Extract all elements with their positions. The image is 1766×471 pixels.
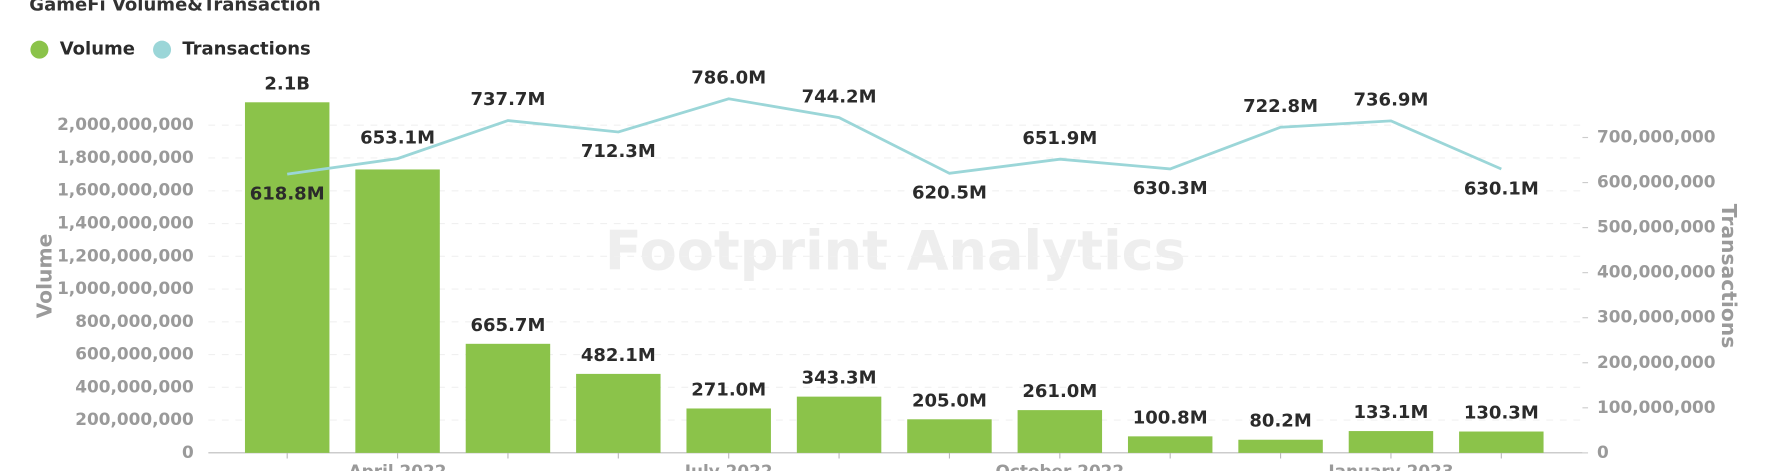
bar-value-label: 130.3M bbox=[1464, 403, 1539, 424]
bar-value-label: 343.3M bbox=[802, 368, 877, 389]
bar bbox=[1238, 439, 1323, 453]
bar bbox=[686, 408, 771, 453]
bar-value-label: 133.1M bbox=[1353, 402, 1428, 423]
x-tick-label: July 2022 bbox=[684, 461, 773, 471]
x-tick-label: April 2022 bbox=[349, 461, 447, 471]
y-tick-label: 1,200,000,000 bbox=[57, 245, 194, 265]
line-value-label: 630.3M bbox=[1133, 178, 1208, 199]
bar-value-label: 665.7M bbox=[470, 315, 545, 336]
line-value-label: 618.8M bbox=[250, 183, 325, 204]
bar-value-label: 271.0M bbox=[691, 379, 766, 400]
legend-marker bbox=[153, 40, 172, 59]
y-tick-label: 400,000,000 bbox=[75, 376, 194, 396]
y-tick-label: 800,000,000 bbox=[75, 311, 194, 331]
x-tick-label: October 2022 bbox=[995, 461, 1124, 471]
bar bbox=[1127, 436, 1213, 453]
bar-value-label: 80.2M bbox=[1249, 411, 1311, 432]
bar bbox=[576, 373, 661, 453]
line-value-label: 722.8M bbox=[1243, 96, 1318, 117]
y-tick-label: 600,000,000 bbox=[75, 344, 194, 364]
y2-tick-label: 300,000,000 bbox=[1597, 307, 1715, 327]
line-value-label: 630.1M bbox=[1464, 178, 1539, 199]
y-tick-label: 1,600,000,000 bbox=[57, 180, 194, 200]
y2-tick-label: 500,000,000 bbox=[1597, 217, 1715, 237]
line bbox=[287, 97, 1502, 176]
y-tick-label: 1,000,000,000 bbox=[57, 278, 194, 298]
y-tick-label: 1,400,000,000 bbox=[57, 213, 194, 233]
watermark: Footprint Analytics bbox=[605, 219, 1186, 282]
y-axis-title: Volume bbox=[33, 234, 57, 319]
bar-value-label: 261.0M bbox=[1022, 381, 1097, 402]
y2-axis-title: Transactions bbox=[1717, 204, 1741, 348]
legend-marker bbox=[30, 40, 49, 59]
legend-label: Transactions bbox=[182, 39, 310, 60]
bar bbox=[355, 169, 440, 453]
bar bbox=[796, 396, 882, 453]
bar bbox=[1348, 431, 1434, 453]
bar-value-label: 482.1M bbox=[581, 345, 656, 366]
y2-tick-label: 400,000,000 bbox=[1597, 262, 1715, 282]
bar-value-label: 100.8M bbox=[1133, 407, 1208, 428]
line-value-label: 651.9M bbox=[1022, 128, 1097, 149]
line-value-label: 653.1M bbox=[360, 127, 435, 148]
y2-tick-label: 0 bbox=[1597, 442, 1609, 462]
line-value-label: 786.0M bbox=[691, 67, 766, 88]
line-value-label: 744.2M bbox=[802, 86, 877, 107]
bar bbox=[1459, 431, 1544, 453]
bar-value-label: 2.1B bbox=[264, 73, 310, 94]
line-value-label: 712.3M bbox=[581, 141, 656, 162]
y-tick-label: 0 bbox=[182, 442, 194, 462]
y2-tick-label: 200,000,000 bbox=[1597, 352, 1715, 372]
chart-title: GameFi Volume&Transaction bbox=[29, 0, 320, 16]
y-tick-label: 1,800,000,000 bbox=[57, 147, 194, 167]
line-value-label: 737.7M bbox=[470, 89, 545, 110]
y2-tick-label: 600,000,000 bbox=[1597, 172, 1715, 192]
bar bbox=[244, 102, 330, 453]
bar bbox=[465, 343, 551, 453]
bar bbox=[907, 419, 992, 453]
x-tick-label: January 2023 bbox=[1327, 461, 1453, 471]
line-value-label: 620.5M bbox=[912, 183, 987, 204]
bar bbox=[1017, 410, 1103, 453]
legend-label: Volume bbox=[60, 39, 135, 60]
y-tick-label: 2,000,000,000 bbox=[57, 114, 194, 134]
bar-value-label: 205.0M bbox=[912, 390, 987, 411]
y-tick-label: 200,000,000 bbox=[75, 409, 194, 429]
line-value-label: 736.9M bbox=[1353, 90, 1428, 111]
y2-tick-label: 700,000,000 bbox=[1597, 127, 1715, 147]
y2-tick-label: 100,000,000 bbox=[1597, 397, 1715, 417]
